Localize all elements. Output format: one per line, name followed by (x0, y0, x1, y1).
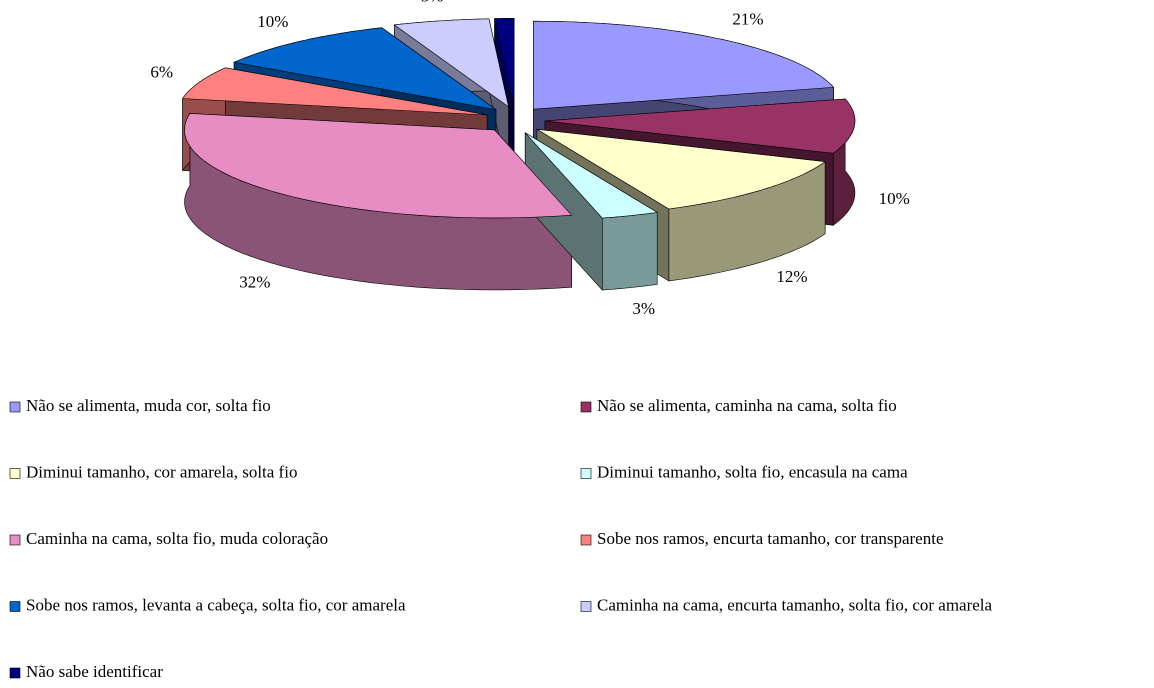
slice (233, 27, 497, 110)
legend-swatch (580, 468, 592, 479)
data-label: 1% (492, 0, 515, 2)
data-label: 6% (150, 63, 173, 82)
legend-swatch (9, 401, 21, 413)
data-label: 32% (239, 272, 270, 291)
legend-swatch (580, 601, 592, 612)
slice (184, 113, 573, 219)
legend-label: Não se alimenta, caminha na cama, solta … (597, 396, 897, 415)
slice (182, 67, 488, 116)
legend-swatch (580, 534, 592, 546)
legend-label: Diminui tamanho, cor amarela, solta fio (26, 462, 297, 481)
legend-swatch (9, 534, 21, 546)
slice-side (601, 212, 658, 291)
slice (494, 18, 515, 107)
data-label: 21% (732, 10, 763, 29)
legend-label: Diminui tamanho, solta fio, encasula na … (597, 462, 908, 481)
data-label: 5% (421, 0, 444, 5)
slice (536, 129, 826, 210)
data-label: 3% (632, 299, 655, 318)
legend-label: Sobe nos ramos, levanta a cabeça, solta … (26, 595, 406, 614)
data-label: 10% (257, 12, 288, 31)
slice (393, 18, 509, 108)
legend-swatch (9, 601, 21, 612)
legend-label: Caminha na cama, encurta tamanho, solta … (597, 595, 993, 614)
legend-swatch (9, 667, 21, 679)
slice (533, 20, 835, 110)
data-label: 12% (776, 267, 807, 286)
legend-label: Não se alimenta, muda cor, solta fio (26, 396, 271, 415)
slice (544, 98, 856, 154)
data-label: 10% (879, 189, 910, 208)
legend-swatch (580, 401, 592, 413)
slice (524, 132, 659, 219)
legend-label: Não sabe identificar (26, 662, 163, 681)
legend-label: Sobe nos ramos, encurta tamanho, cor tra… (597, 529, 944, 548)
legend-label: Caminha na cama, solta fio, muda coloraç… (26, 529, 328, 548)
legend-swatch (9, 468, 21, 479)
